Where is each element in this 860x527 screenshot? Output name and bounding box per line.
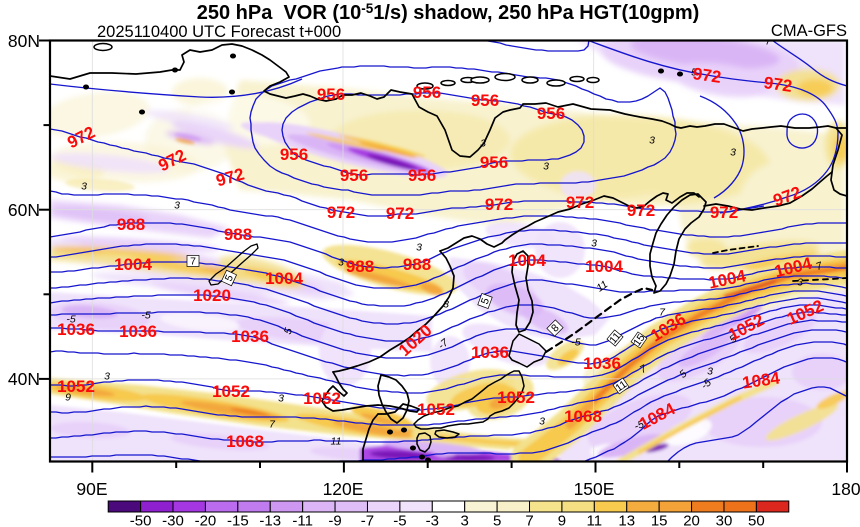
svg-text:3: 3	[278, 393, 284, 405]
svg-text:5: 5	[479, 296, 492, 306]
svg-text:1036: 1036	[231, 327, 269, 346]
svg-text:1036: 1036	[471, 343, 509, 362]
svg-text:972: 972	[627, 201, 655, 220]
svg-text:1036: 1036	[583, 354, 621, 373]
svg-text:11: 11	[587, 513, 603, 527]
svg-text:956: 956	[480, 153, 508, 172]
svg-text:1004: 1004	[508, 251, 546, 270]
svg-text:1004: 1004	[265, 269, 303, 288]
svg-text:2025110400 UTC Forecast t+000: 2025110400 UTC Forecast t+000	[97, 23, 341, 41]
svg-text:5: 5	[282, 326, 295, 336]
svg-text:956: 956	[340, 166, 368, 185]
svg-text:5: 5	[493, 513, 501, 527]
svg-text:988: 988	[346, 257, 374, 276]
svg-text:972: 972	[327, 203, 355, 222]
svg-text:956: 956	[471, 91, 499, 110]
svg-text:250 hPa VOR (10-51/s) shadow,: 250 hPa VOR (10-51/s) shadow, 250 hPa HG…	[197, 1, 700, 24]
svg-text:1004: 1004	[114, 255, 152, 274]
svg-text:1036: 1036	[119, 322, 157, 341]
svg-text:CMA-GFS: CMA-GFS	[771, 22, 847, 40]
svg-text:972: 972	[763, 73, 794, 96]
svg-text:90E: 90E	[76, 479, 107, 499]
svg-text:7: 7	[269, 419, 276, 431]
svg-text:9: 9	[65, 392, 71, 404]
svg-text:988: 988	[224, 225, 252, 244]
svg-text:5: 5	[691, 67, 697, 79]
svg-text:-5: -5	[66, 314, 75, 326]
svg-text:988: 988	[403, 255, 431, 274]
svg-text:972: 972	[566, 193, 594, 212]
svg-text:3: 3	[81, 181, 87, 193]
svg-text:1036: 1036	[57, 320, 95, 339]
svg-text:120E: 120E	[323, 479, 364, 499]
svg-text:-5: -5	[393, 513, 406, 527]
svg-text:-20: -20	[195, 513, 217, 527]
svg-text:50: 50	[748, 513, 765, 527]
svg-text:20: 20	[683, 513, 700, 527]
svg-text:3: 3	[416, 242, 422, 254]
svg-text:1068: 1068	[564, 407, 602, 426]
svg-text:30: 30	[716, 513, 733, 527]
svg-text:9: 9	[558, 513, 566, 527]
svg-text:-7: -7	[361, 513, 374, 527]
svg-text:13: 13	[618, 513, 635, 527]
svg-text:-3: -3	[426, 513, 439, 527]
svg-text:3: 3	[174, 200, 180, 212]
svg-text:1052: 1052	[303, 389, 341, 408]
svg-text:3: 3	[543, 161, 549, 173]
svg-text:40N: 40N	[8, 369, 40, 389]
svg-text:3: 3	[443, 299, 449, 311]
svg-text:-15: -15	[227, 513, 249, 527]
svg-text:-5: -5	[571, 337, 580, 349]
svg-text:988: 988	[117, 215, 145, 234]
svg-text:-5: -5	[141, 310, 150, 322]
svg-text:1052: 1052	[497, 388, 535, 407]
svg-text:3: 3	[461, 513, 469, 527]
svg-text:-30: -30	[162, 513, 184, 527]
svg-text:7: 7	[659, 307, 666, 319]
svg-text:972: 972	[485, 195, 513, 214]
svg-text:972: 972	[692, 64, 723, 87]
svg-text:1052: 1052	[417, 400, 455, 419]
svg-text:80N: 80N	[8, 31, 40, 51]
svg-text:1020: 1020	[193, 286, 231, 305]
svg-text:3: 3	[591, 238, 597, 250]
svg-text:15: 15	[651, 513, 668, 527]
svg-text:956: 956	[413, 83, 441, 102]
svg-text:-9: -9	[328, 513, 341, 527]
svg-text:3: 3	[707, 366, 713, 378]
svg-text:-13: -13	[259, 513, 281, 527]
svg-text:-50: -50	[130, 513, 152, 527]
svg-text:150E: 150E	[574, 479, 615, 499]
svg-text:5: 5	[223, 273, 236, 284]
svg-text:3: 3	[104, 371, 110, 383]
svg-text:956: 956	[408, 166, 436, 185]
svg-text:972: 972	[710, 203, 738, 222]
svg-text:3: 3	[797, 277, 803, 289]
svg-text:972: 972	[386, 204, 414, 223]
svg-text:1068: 1068	[226, 432, 264, 451]
svg-text:7: 7	[765, 36, 772, 48]
svg-text:1004: 1004	[585, 257, 623, 276]
svg-text:7: 7	[525, 513, 533, 527]
svg-text:-5: -5	[633, 418, 646, 433]
svg-text:7: 7	[814, 259, 825, 273]
svg-text:60N: 60N	[8, 200, 40, 220]
svg-text:11: 11	[331, 436, 342, 448]
svg-text:3: 3	[539, 416, 545, 428]
svg-text:956: 956	[317, 85, 345, 104]
svg-text:1052: 1052	[212, 382, 250, 401]
svg-text:3: 3	[338, 257, 344, 269]
svg-text:1052: 1052	[57, 377, 95, 396]
svg-text:3: 3	[480, 138, 486, 150]
svg-text:180: 180	[831, 479, 860, 499]
svg-text:-11: -11	[292, 513, 313, 527]
svg-text:7: 7	[190, 256, 196, 268]
svg-text:3: 3	[730, 147, 736, 159]
svg-text:956: 956	[537, 104, 565, 123]
svg-text:3: 3	[649, 135, 655, 147]
svg-text:956: 956	[280, 145, 308, 164]
